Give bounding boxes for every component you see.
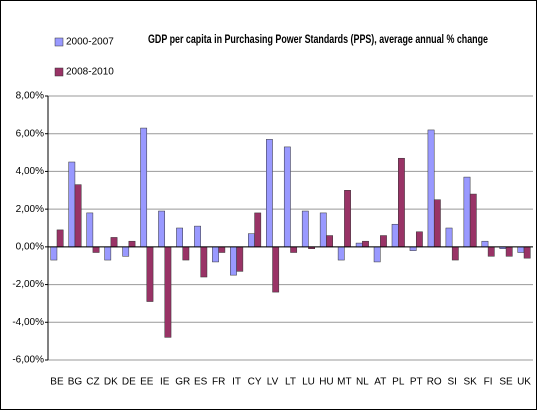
x-tick-label: GR bbox=[175, 377, 190, 388]
bar bbox=[128, 240, 136, 248]
bar bbox=[236, 246, 244, 272]
x-tick-label: CZ bbox=[86, 377, 99, 388]
bar bbox=[164, 246, 172, 338]
bar bbox=[283, 146, 291, 248]
y-tick-label: 0,00% bbox=[16, 241, 44, 252]
x-tick-label: IT bbox=[232, 377, 241, 388]
y-tick-label: 8,00% bbox=[16, 91, 44, 102]
x-tick-label: IE bbox=[160, 377, 170, 388]
bar bbox=[409, 246, 417, 251]
bar bbox=[248, 233, 255, 248]
y-tick-label: -4,00% bbox=[12, 317, 44, 328]
x-tick-label: AT bbox=[374, 377, 386, 388]
x-tick-label: HU bbox=[319, 377, 333, 388]
x-tick-label: UK bbox=[517, 377, 531, 388]
bar bbox=[74, 184, 82, 248]
bar bbox=[398, 157, 405, 248]
bar bbox=[212, 246, 219, 263]
bar bbox=[505, 246, 513, 257]
legend-swatch bbox=[54, 37, 64, 47]
x-tick-label: DE bbox=[122, 377, 136, 388]
bar bbox=[481, 240, 489, 248]
x-tick-label: CY bbox=[248, 377, 262, 388]
bar bbox=[140, 127, 148, 248]
legend-label: 2008-2010 bbox=[66, 67, 114, 78]
x-tick-label: LT bbox=[285, 377, 296, 388]
bar bbox=[451, 246, 459, 261]
bar bbox=[427, 129, 435, 248]
bar bbox=[230, 246, 237, 276]
bar bbox=[326, 235, 333, 248]
y-tick-label: -2,00% bbox=[12, 279, 44, 290]
chart-title: GDP per capita in Purchasing Power Stand… bbox=[148, 34, 488, 46]
bar bbox=[355, 242, 363, 248]
x-tick-label: BG bbox=[68, 377, 83, 388]
legend-label: 2000-2007 bbox=[66, 37, 114, 48]
x-tick-label: EE bbox=[140, 377, 154, 388]
x-tick-label: MT bbox=[337, 377, 351, 388]
bar bbox=[523, 246, 531, 259]
bar bbox=[391, 223, 399, 248]
x-tick-label: PT bbox=[410, 377, 423, 388]
x-tick-label: BE bbox=[50, 377, 64, 388]
bar bbox=[463, 176, 471, 248]
bar bbox=[415, 231, 423, 248]
bar bbox=[50, 246, 58, 261]
y-tick-label: 6,00% bbox=[16, 128, 44, 139]
x-tick-label: FR bbox=[212, 377, 225, 388]
bar bbox=[158, 210, 166, 248]
bar bbox=[92, 246, 100, 253]
bar bbox=[469, 193, 477, 248]
y-tick-label: 4,00% bbox=[16, 166, 44, 177]
x-tick-label: LV bbox=[267, 377, 279, 388]
bar bbox=[176, 227, 183, 248]
x-tick-label: LU bbox=[302, 377, 315, 388]
bar bbox=[146, 246, 154, 302]
bar bbox=[254, 212, 262, 248]
bar bbox=[104, 246, 112, 261]
bar bbox=[362, 240, 369, 248]
bar bbox=[86, 212, 94, 248]
bar bbox=[68, 161, 76, 248]
bar bbox=[380, 235, 387, 248]
bar bbox=[272, 246, 280, 293]
bar bbox=[487, 246, 495, 257]
x-tick-label: FI bbox=[484, 377, 493, 388]
legend-swatch bbox=[54, 67, 64, 77]
x-tick-label: SE bbox=[499, 377, 513, 388]
bar bbox=[433, 199, 441, 248]
x-tick-label: NL bbox=[356, 377, 369, 388]
bar bbox=[56, 229, 64, 248]
bar bbox=[517, 246, 525, 253]
bar bbox=[182, 246, 190, 261]
bar bbox=[110, 237, 118, 248]
x-tick-label: ES bbox=[194, 377, 208, 388]
x-tick-label: SI bbox=[447, 377, 456, 388]
y-tick-label: -6,00% bbox=[12, 355, 44, 366]
bar bbox=[194, 225, 201, 248]
bar bbox=[319, 212, 327, 248]
bar bbox=[344, 190, 351, 248]
bar bbox=[122, 246, 130, 257]
bar bbox=[290, 246, 298, 253]
bar bbox=[266, 139, 273, 248]
bar bbox=[200, 246, 208, 278]
x-tick-label: DK bbox=[104, 377, 118, 388]
x-tick-label: PL bbox=[392, 377, 405, 388]
bar bbox=[337, 246, 345, 261]
bar bbox=[301, 210, 309, 248]
x-tick-label: SK bbox=[463, 377, 477, 388]
y-tick-label: 2,00% bbox=[16, 204, 44, 215]
bar bbox=[445, 227, 453, 248]
bar bbox=[218, 246, 226, 253]
bar bbox=[373, 246, 381, 263]
x-tick-label: RO bbox=[427, 377, 442, 388]
